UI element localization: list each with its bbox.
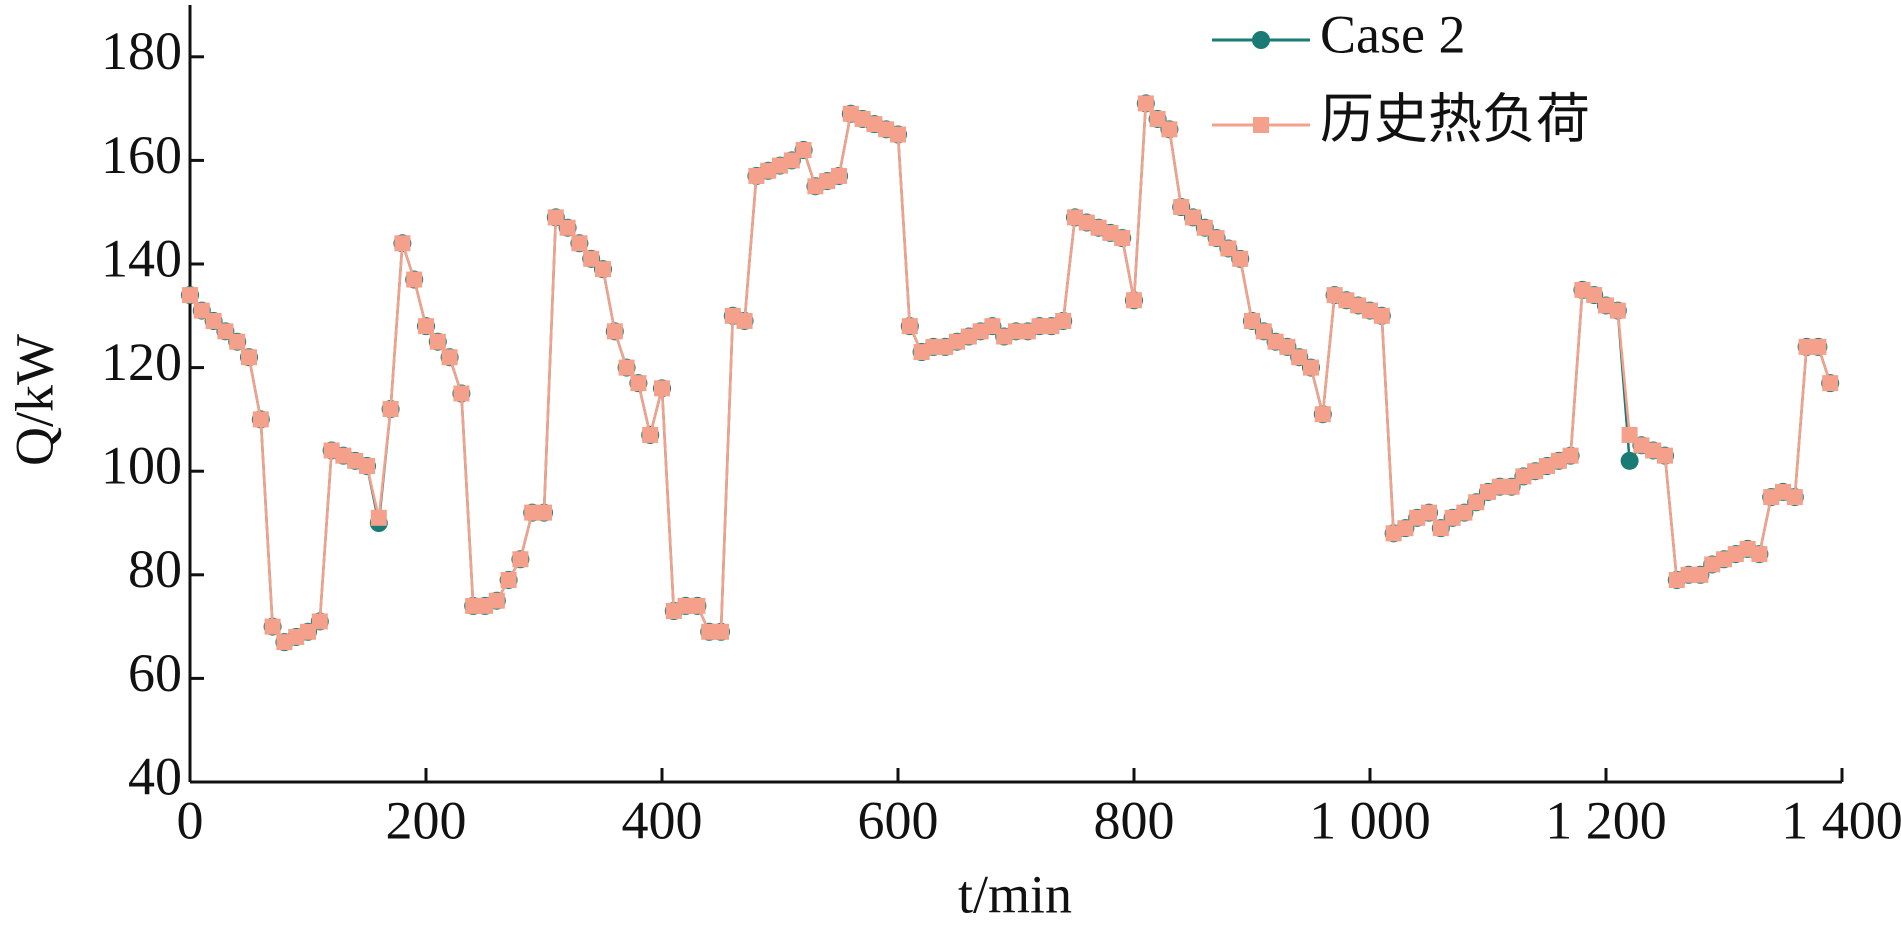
y-tick-label: 140 [101,228,182,288]
legend-marker [1252,31,1270,49]
data-point [1055,312,1072,329]
x-tick-label: 800 [1094,790,1175,850]
data-point [1562,447,1579,464]
data-point [736,312,753,329]
data-point [630,375,647,392]
data-point [1232,250,1249,267]
data-point [1786,489,1803,506]
x-tick-label: 200 [386,790,467,850]
data-point [536,504,552,521]
data-point [370,509,387,526]
data-point [1314,406,1331,423]
data-point [453,385,470,402]
data-point [229,333,246,350]
data-point [406,271,423,288]
x-tick-label: 1 000 [1309,790,1431,850]
legend-label: Case 2 [1320,4,1465,64]
x-tick-label: 400 [622,790,703,850]
data-point [595,261,611,278]
data-point [1161,121,1178,138]
y-tick-label: 180 [101,21,182,81]
y-tick-label: 60 [128,643,182,703]
data-point [488,592,505,609]
data-point [252,411,269,428]
data-point [618,359,635,376]
data-point [1137,95,1154,112]
series-line [189,99,1832,644]
data-point [606,323,623,340]
data-point [1609,302,1626,319]
y-tick-label: 120 [101,332,182,392]
data-point [418,318,434,335]
data-point [182,287,198,304]
data-point [713,623,729,640]
data-point [1810,338,1827,355]
y-tick-label: 100 [101,436,182,496]
x-tick-label: 1 200 [1545,790,1667,850]
data-point [394,235,411,252]
data-point [1373,307,1390,324]
legend-label: 历史热负荷 [1320,89,1590,149]
y-tick-label: 160 [101,125,182,185]
y-axis-label: Q/kW [4,334,64,466]
data-point [831,167,847,184]
x-tick-label: 0 [177,790,204,850]
data-point [890,126,906,143]
data-point [1303,359,1319,376]
data-point [441,349,458,366]
data-point [1421,504,1437,521]
data-point [642,426,659,443]
x-axis-label: t/min [958,864,1072,924]
legend-marker [1253,117,1269,133]
data-point [429,333,446,350]
data-point [359,458,375,475]
data-point [311,613,328,630]
data-point [689,597,706,614]
data-point [500,571,517,588]
data-point [654,380,670,397]
y-tick-label: 80 [128,539,182,599]
data-point [559,219,576,236]
data-point [1751,546,1768,563]
data-point [571,235,588,252]
data-point [1114,230,1131,247]
data-point [512,551,529,568]
series-line [189,99,1832,644]
x-tick-label: 1 400 [1781,790,1901,850]
data-point [901,318,918,335]
y-tick-label: 40 [128,746,182,806]
data-point [795,142,812,159]
data-point [1822,375,1839,392]
data-point [1620,451,1639,470]
data-point [382,401,399,418]
x-tick-label: 600 [858,790,939,850]
data-point [264,618,281,635]
data-point [241,349,257,366]
data-point [1126,292,1142,309]
data-point [1657,447,1673,464]
